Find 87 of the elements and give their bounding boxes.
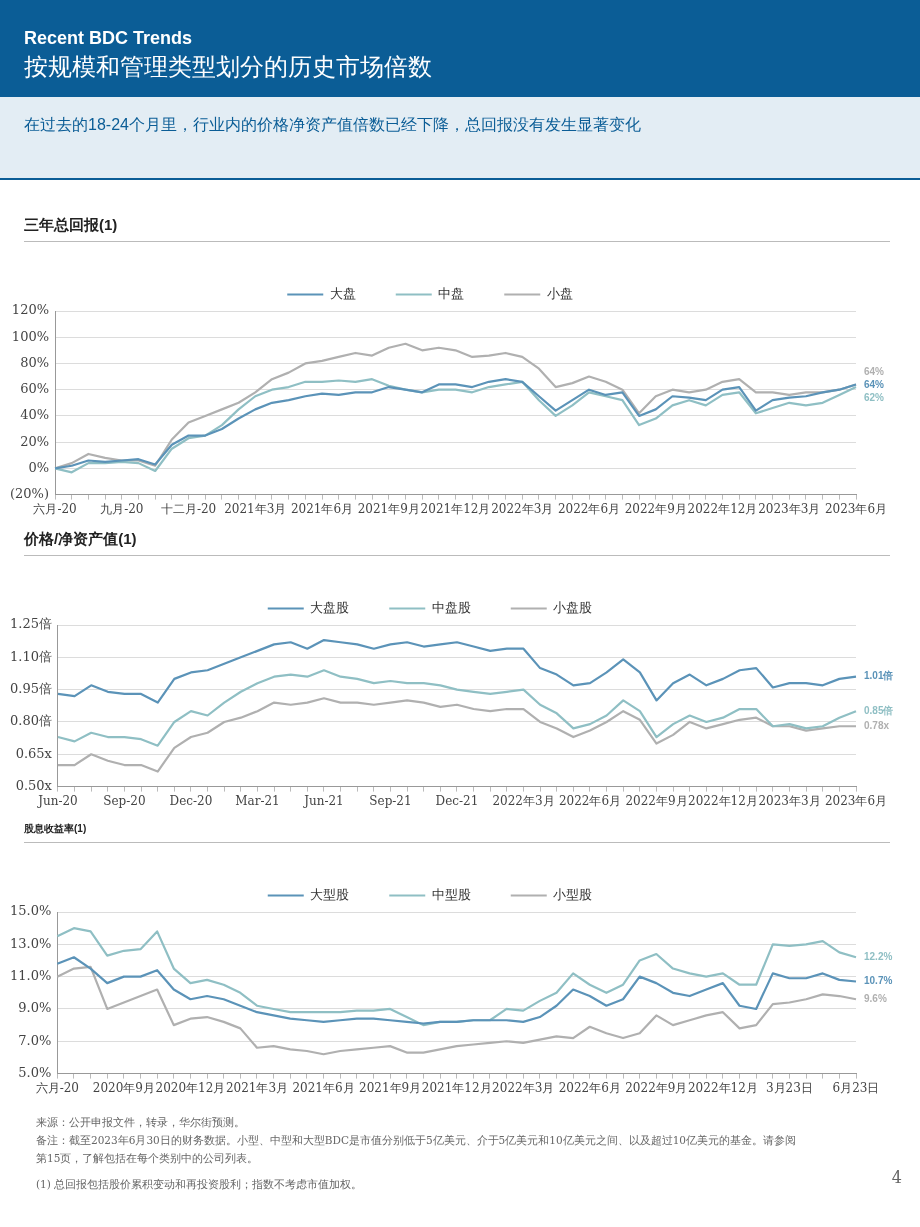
x-tick-label: 2020年9月 <box>92 1080 155 1095</box>
x-tick-label: Sep-20 <box>103 793 146 808</box>
source-note: 来源：公开申报文件，转录，华尔街预测。 <box>36 1115 246 1130</box>
x-tick-label: Jun-21 <box>302 793 344 808</box>
y-tick-label: 0.95倍 <box>9 681 52 697</box>
x-tick-label: 2020年12月 <box>155 1080 226 1095</box>
x-tick-label: 2022年3月 <box>492 793 555 808</box>
x-tick-label: 2022年9月 <box>625 1080 688 1095</box>
text: (1) 总回报包括股价累积变动和再投资股利；指数不考虑市值加权。 <box>36 1177 364 1192</box>
text: 备注：截至2023年6月30日的财务数据。小型、中型和大型BDC是市值分别低于5亿美元、介于5亿美元和10亿美元之间、以及超过10亿美元的基金。请参阅第15页，了解包括在每个类别中的公司列表。 <box>36 1133 797 1166</box>
x-tick-label: 2022年6月 <box>558 793 622 808</box>
x-tick-label: 六月-20 <box>35 1080 79 1095</box>
data-label: 64% <box>864 366 885 378</box>
text: Recent BDC Trends <box>24 28 194 49</box>
x-tick-label: 2021年3月 <box>225 1080 289 1095</box>
x-tick-label: Dec-20 <box>169 793 213 808</box>
y-tick-label: 60% <box>20 381 50 397</box>
x-tick-label: 2022年9月 <box>625 793 688 808</box>
y-tick-label: 80% <box>20 354 50 370</box>
y-tick-label: 0.80倍 <box>9 713 52 729</box>
x-tick-label: 2021年3月 <box>224 501 287 516</box>
x-tick-label: 6月23日 <box>832 1080 880 1095</box>
y-tick-label: 13.0% <box>9 935 52 951</box>
y-tick-label: 1.25倍 <box>9 616 52 632</box>
x-tick-label: 2021年9月 <box>357 501 420 516</box>
legend-label: 小盘股 <box>553 599 593 615</box>
x-tick-label: 九月-20 <box>100 501 144 516</box>
text: 在过去的18-24个月里，行业内的价格净资产值倍数已经下降，总回报没有发生显著变化 <box>24 115 642 135</box>
chart-title: 股息收益率(1) <box>24 822 890 843</box>
x-tick-label: 3月23日 <box>765 1080 813 1095</box>
legend-label: 中盘 <box>438 285 465 301</box>
chart-title: 价格/净资产值(1) <box>24 530 890 556</box>
x-tick-label: 2022年3月 <box>492 1080 555 1095</box>
y-tick-label: 120% <box>11 302 50 318</box>
y-tick-label: 100% <box>11 328 50 344</box>
y-tick-label: 15.0% <box>9 903 52 919</box>
x-tick-label: 2023年6月 <box>824 501 888 516</box>
chart-title: 三年总回报(1) <box>24 216 890 242</box>
x-tick-label: 2023年3月 <box>758 501 821 516</box>
x-tick-label: Sep-21 <box>369 793 412 808</box>
y-tick-label: 1.10倍 <box>9 648 52 664</box>
y-tick-label: (20%) <box>9 485 50 501</box>
data-label: 9.6% <box>864 993 887 1005</box>
legend-label: 小型股 <box>553 886 593 902</box>
data-label: 64% <box>864 379 885 391</box>
text: 4 <box>891 1168 902 1187</box>
y-tick-label: 40% <box>20 407 50 423</box>
x-tick-label: 2022年6月 <box>558 1080 621 1095</box>
data-label: 62% <box>864 392 885 404</box>
x-tick-label: 2022年3月 <box>491 501 554 516</box>
x-tick-label: 2022年6月 <box>557 501 621 516</box>
x-tick-label: 2023年6月 <box>824 793 888 808</box>
x-tick-label: 六月-20 <box>33 501 77 516</box>
y-tick-label: 0% <box>28 459 50 475</box>
legend-label: 大盘股 <box>310 599 350 615</box>
x-tick-label: 2022年12月 <box>687 501 758 516</box>
x-tick-label: Mar-21 <box>235 793 280 808</box>
legend-label: 中型股 <box>431 886 471 902</box>
x-tick-label: 2022年12月 <box>688 793 758 808</box>
x-tick-label: 2021年6月 <box>290 501 354 516</box>
x-tick-label: 2022年9月 <box>624 501 687 516</box>
y-tick-label: 9.0% <box>18 1000 52 1016</box>
data-label: 1.01倍 <box>864 670 894 682</box>
y-tick-label: 0.50x <box>15 777 53 793</box>
data-label: 10.7% <box>864 975 893 987</box>
x-tick-label: 2021年9月 <box>359 1080 422 1095</box>
x-tick-label: 2021年12月 <box>420 501 491 516</box>
data-label: 0.78x <box>864 720 890 732</box>
text: 按规模和管理类型划分的历史市场倍数 <box>24 52 433 82</box>
y-tick-label: 0.65x <box>15 745 53 761</box>
legend-label: 大盘 <box>329 285 356 301</box>
x-tick-label: 2021年6月 <box>292 1080 355 1095</box>
data-label: 0.85倍 <box>864 704 894 716</box>
legend-label: 大型股 <box>310 886 350 902</box>
x-tick-label: 十二月-20 <box>160 501 217 516</box>
y-tick-label: 7.0% <box>18 1032 52 1048</box>
y-tick-label: 11.0% <box>9 968 52 984</box>
legend-label: 小盘 <box>546 285 573 301</box>
data-label: 12.2% <box>864 951 893 962</box>
x-tick-label: 2023年3月 <box>758 793 821 808</box>
x-tick-label: 2022年12月 <box>687 1080 758 1095</box>
y-tick-label: 20% <box>20 433 50 449</box>
x-tick-label: Dec-21 <box>435 793 479 808</box>
y-tick-label: 5.0% <box>18 1064 52 1080</box>
x-tick-label: 2021年12月 <box>421 1080 492 1095</box>
legend-label: 中盘股 <box>431 599 471 615</box>
x-tick-label: Jun-20 <box>36 793 78 808</box>
